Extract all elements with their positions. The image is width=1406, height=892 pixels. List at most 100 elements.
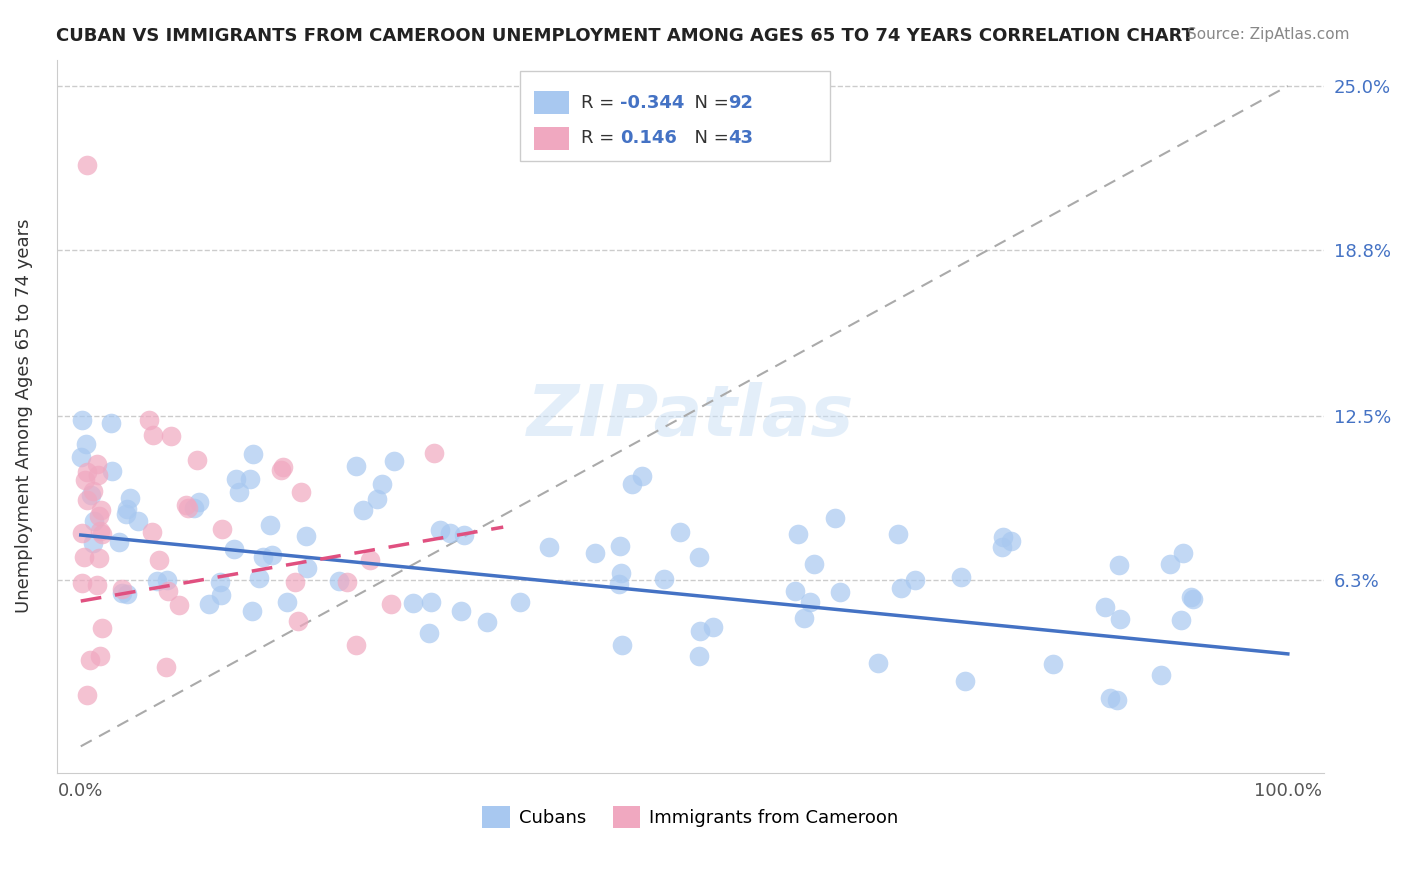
Cubans (209, 588, 232, 602)
Immigrants from Cameroon (169, 598, 191, 612)
Immigrants from Cameroon (90, 503, 112, 517)
Cubans (429, 524, 451, 538)
Cubans (100, 417, 122, 431)
Cubans (222, 541, 245, 556)
Immigrants from Cameroon (75, 473, 97, 487)
Cubans (418, 625, 440, 640)
Cubans (1042, 657, 1064, 672)
Immigrants from Cameroon (174, 498, 197, 512)
Y-axis label: Unemployment Among Ages 65 to 74 years: Unemployment Among Ages 65 to 74 years (15, 219, 32, 614)
Cubans (247, 571, 270, 585)
Cubans (652, 572, 675, 586)
Cubans (208, 574, 231, 589)
Cubans (366, 492, 388, 507)
Cubans (146, 574, 169, 589)
Legend: Cubans, Immigrants from Cameroon: Cubans, Immigrants from Cameroon (475, 798, 905, 835)
Immigrants from Cameroon (380, 598, 402, 612)
Cubans (259, 518, 281, 533)
Text: CUBAN VS IMMIGRANTS FROM CAMEROON UNEMPLOYMENT AMONG AGES 65 TO 74 YEARS CORRELA: CUBAN VS IMMIGRANTS FROM CAMEROON UNEMPL… (56, 27, 1194, 45)
Cubans (783, 583, 806, 598)
Immigrants from Cameroon (89, 649, 111, 664)
Cubans (1171, 546, 1194, 560)
Cubans (890, 581, 912, 595)
Immigrants from Cameroon (89, 524, 111, 539)
Cubans (115, 507, 138, 521)
Cubans (689, 624, 711, 638)
Cubans (70, 450, 93, 464)
Cubans (80, 488, 103, 502)
Text: 0.146: 0.146 (620, 129, 676, 147)
Cubans (225, 472, 247, 486)
Cubans (83, 514, 105, 528)
Immigrants from Cameroon (79, 653, 101, 667)
Cubans (702, 620, 724, 634)
Cubans (1159, 557, 1181, 571)
Cubans (242, 447, 264, 461)
Cubans (953, 674, 976, 689)
Cubans (887, 526, 910, 541)
Cubans (252, 549, 274, 564)
Cubans (108, 535, 131, 549)
Cubans (70, 413, 93, 427)
Immigrants from Cameroon (142, 428, 165, 442)
Cubans (1180, 590, 1202, 604)
Cubans (117, 587, 139, 601)
Cubans (949, 570, 972, 584)
Immigrants from Cameroon (76, 688, 98, 702)
Cubans (276, 594, 298, 608)
Cubans (328, 574, 350, 588)
Cubans (866, 656, 889, 670)
Immigrants from Cameroon (159, 428, 181, 442)
Cubans (240, 604, 263, 618)
Cubans (382, 454, 405, 468)
Cubans (612, 639, 634, 653)
Immigrants from Cameroon (111, 582, 134, 596)
Cubans (402, 596, 425, 610)
Cubans (688, 550, 710, 565)
Text: 43: 43 (728, 129, 754, 147)
Cubans (197, 597, 219, 611)
Cubans (607, 576, 630, 591)
Immigrants from Cameroon (211, 522, 233, 536)
Immigrants from Cameroon (76, 492, 98, 507)
Immigrants from Cameroon (141, 525, 163, 540)
Cubans (583, 546, 606, 560)
Immigrants from Cameroon (290, 484, 312, 499)
Cubans (991, 530, 1014, 544)
Immigrants from Cameroon (91, 526, 114, 541)
Cubans (100, 464, 122, 478)
Cubans (1150, 668, 1173, 682)
Immigrants from Cameroon (76, 465, 98, 479)
Immigrants from Cameroon (148, 552, 170, 566)
Cubans (453, 528, 475, 542)
Cubans (688, 649, 710, 664)
Cubans (294, 529, 316, 543)
Immigrants from Cameroon (70, 575, 93, 590)
Text: N =: N = (683, 94, 735, 112)
Immigrants from Cameroon (138, 413, 160, 427)
Immigrants from Cameroon (86, 578, 108, 592)
Cubans (799, 594, 821, 608)
Cubans (297, 561, 319, 575)
Cubans (537, 540, 560, 554)
Cubans (1108, 611, 1130, 625)
Cubans (1098, 691, 1121, 706)
Immigrants from Cameroon (336, 575, 359, 590)
Cubans (509, 595, 531, 609)
Immigrants from Cameroon (423, 446, 446, 460)
Cubans (1094, 600, 1116, 615)
Cubans (1107, 693, 1129, 707)
Cubans (82, 536, 104, 550)
Cubans (111, 585, 134, 599)
Cubans (75, 436, 97, 450)
Cubans (118, 491, 141, 505)
Cubans (344, 458, 367, 473)
Text: Source: ZipAtlas.com: Source: ZipAtlas.com (1187, 27, 1350, 42)
Immigrants from Cameroon (271, 460, 294, 475)
Cubans (991, 540, 1014, 554)
Immigrants from Cameroon (177, 500, 200, 515)
Text: R =: R = (581, 129, 620, 147)
Cubans (1108, 558, 1130, 572)
Cubans (828, 585, 851, 599)
Immigrants from Cameroon (72, 549, 94, 564)
